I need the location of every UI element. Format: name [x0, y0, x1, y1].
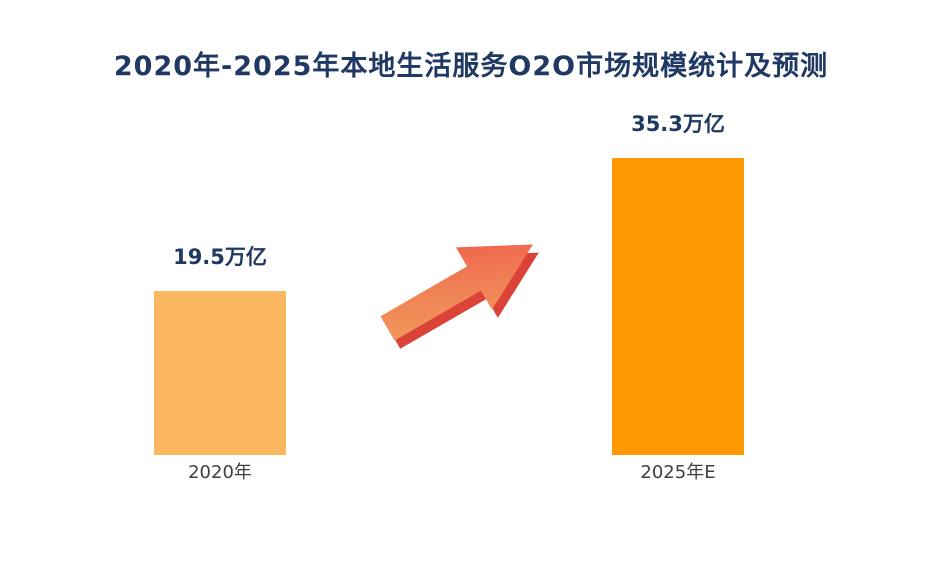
bar-group-2025e: 35.3万亿 2025年E	[603, 108, 753, 485]
bar-group-2020: 19.5万亿 2020年	[145, 241, 295, 485]
value-label-2020: 19.5万亿	[173, 245, 267, 269]
category-label-2025e: 2025年E	[640, 462, 716, 483]
value-label-2025e: 35.3万亿	[631, 112, 725, 136]
bar-2020	[154, 291, 286, 455]
chart-title: 2020年-2025年本地生活服务O2O市场规模统计及预测	[113, 51, 829, 82]
growth-arrow-icon	[380, 244, 539, 349]
category-label-2020: 2020年	[188, 462, 252, 483]
bar-2025e	[612, 158, 744, 455]
